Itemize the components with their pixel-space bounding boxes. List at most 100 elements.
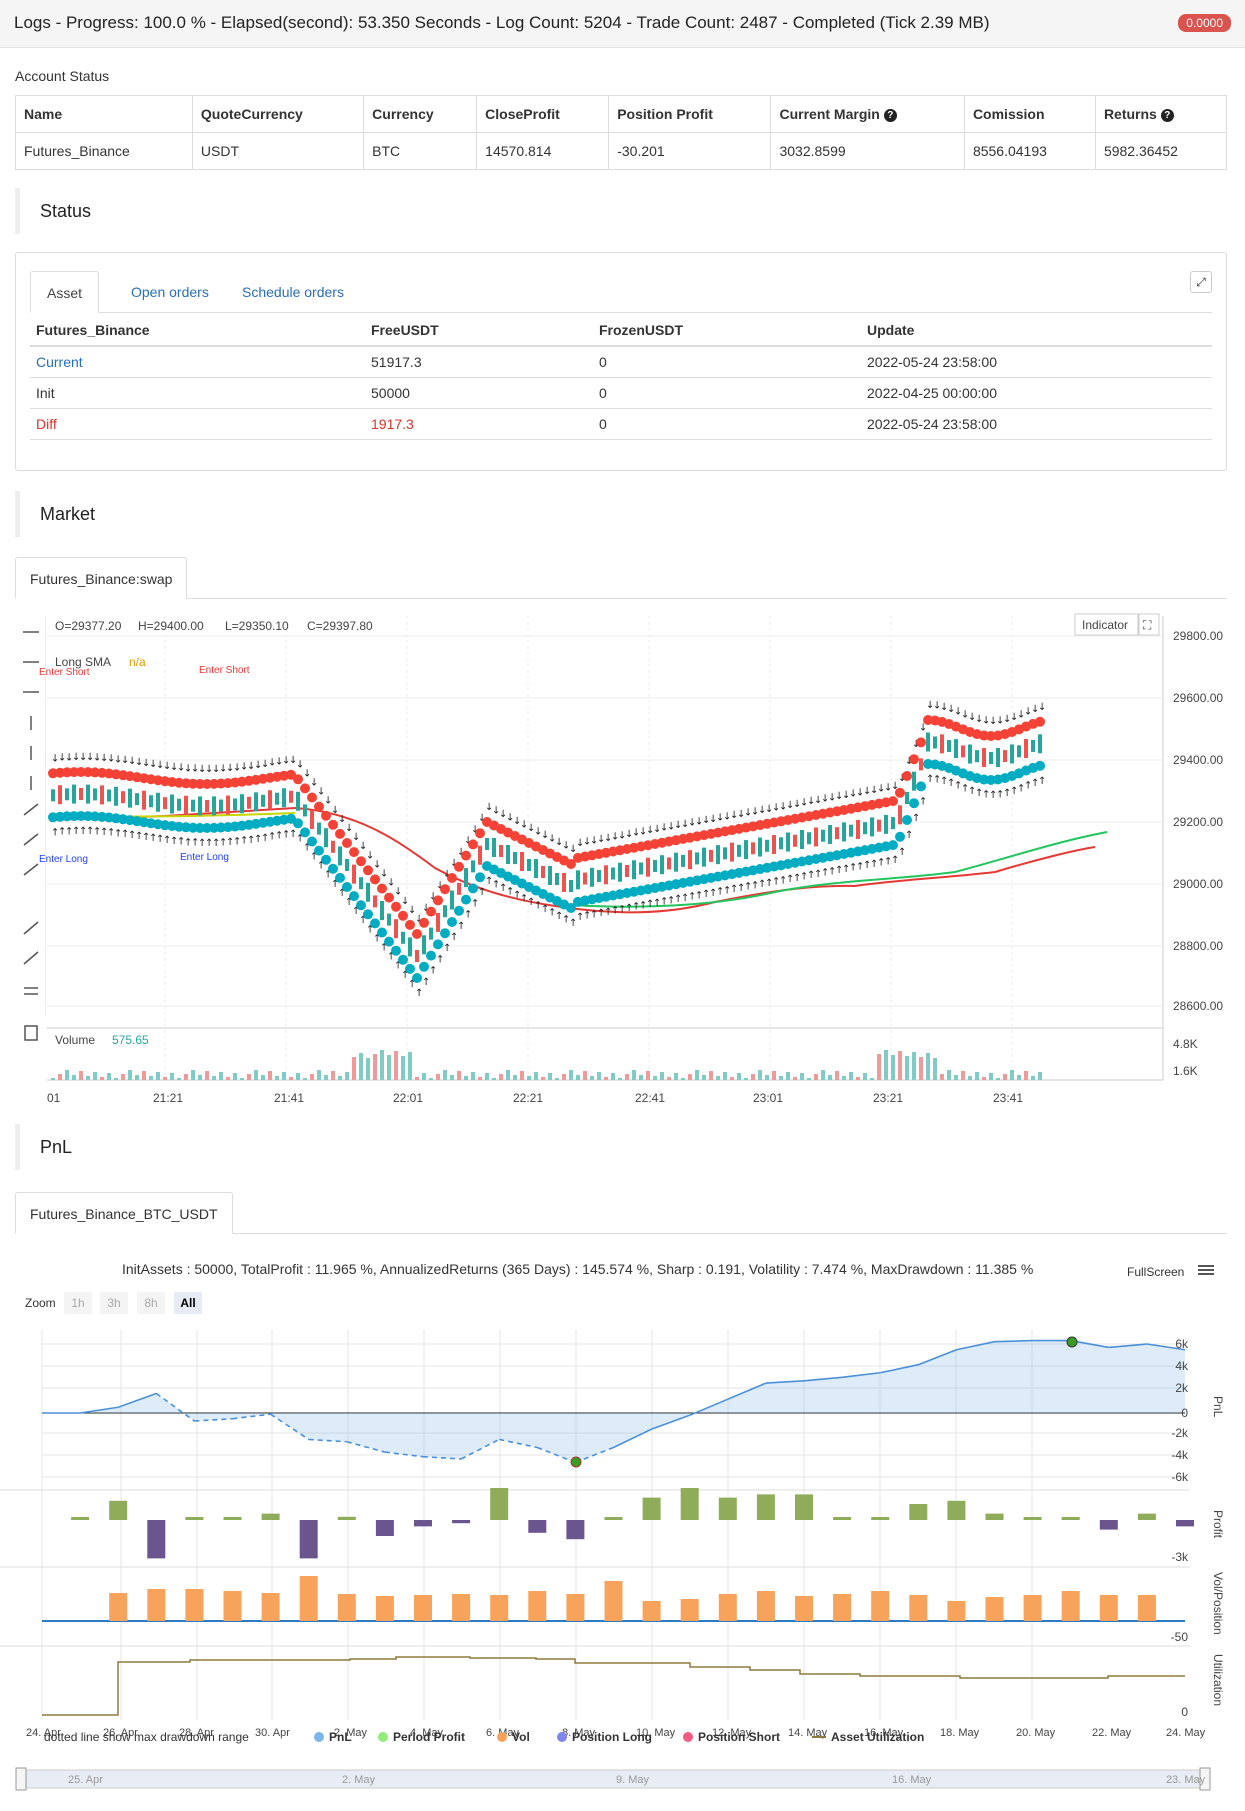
up-arrow-icon: ↑ bbox=[436, 954, 444, 965]
vol-bar bbox=[566, 1594, 585, 1621]
volume-bar bbox=[569, 1070, 573, 1080]
up-arrow-icon: ↑ bbox=[471, 898, 479, 909]
down-arrow-icon: ↓ bbox=[128, 756, 136, 767]
candle bbox=[86, 784, 90, 804]
svg-text:Utilization: Utilization bbox=[1211, 1654, 1225, 1706]
tab-asset[interactable]: Asset bbox=[30, 271, 100, 313]
candle bbox=[688, 850, 692, 870]
short-signal bbox=[356, 856, 366, 867]
up-arrow-icon: ↑ bbox=[275, 831, 283, 842]
legend-asset-utilization[interactable]: Asset Utilization bbox=[812, 1730, 924, 1744]
up-arrow-icon: ↑ bbox=[870, 859, 878, 870]
candle bbox=[513, 852, 517, 864]
help-icon[interactable]: ? bbox=[1160, 108, 1174, 122]
up-arrow-icon: ↑ bbox=[380, 943, 388, 954]
legend-pnl[interactable]: PnL bbox=[314, 1730, 352, 1744]
volume-bar bbox=[142, 1071, 146, 1080]
up-arrow-icon: ↑ bbox=[303, 842, 311, 853]
short-signal bbox=[202, 778, 212, 789]
volume-bar bbox=[849, 1072, 853, 1080]
long-signal bbox=[916, 781, 926, 792]
help-icon[interactable]: ? bbox=[883, 108, 897, 122]
volume-bar bbox=[436, 1074, 440, 1080]
fullscreen-icon[interactable] bbox=[1138, 613, 1160, 636]
short-signal bbox=[447, 873, 457, 883]
zoom-all-button[interactable]: All bbox=[174, 1292, 202, 1314]
long-signal bbox=[405, 963, 415, 974]
up-arrow-icon: ↑ bbox=[856, 861, 864, 872]
volume-bar bbox=[765, 1075, 769, 1080]
vol-bar bbox=[756, 1591, 775, 1621]
svg-text:Enter Short: Enter Short bbox=[39, 667, 90, 678]
long-signal bbox=[69, 811, 79, 822]
svg-text:4.8K: 4.8K bbox=[1173, 1037, 1198, 1051]
legend-vol[interactable]: Vol bbox=[497, 1730, 530, 1744]
legend-position-short[interactable]: Position Short bbox=[683, 1730, 780, 1744]
up-arrow-icon: ↑ bbox=[86, 826, 94, 837]
zoom-3h-button[interactable]: 3h bbox=[100, 1292, 128, 1314]
up-arrow-icon: ↑ bbox=[604, 907, 612, 918]
down-arrow-icon: ↓ bbox=[226, 763, 234, 774]
up-arrow-icon: ↑ bbox=[72, 826, 80, 837]
candle bbox=[429, 927, 433, 940]
pnl-line-segment bbox=[689, 1398, 729, 1417]
legend-position-long[interactable]: Position Long bbox=[557, 1730, 652, 1744]
tab-pnl-symbol[interactable]: Futures_Binance_BTC_USDT bbox=[15, 1192, 233, 1234]
menu-icon[interactable] bbox=[1198, 1263, 1214, 1277]
volume-bar bbox=[975, 1072, 979, 1080]
volume-bar bbox=[114, 1078, 118, 1080]
candle bbox=[177, 798, 181, 811]
long-signal bbox=[902, 815, 912, 825]
fullscreen-link[interactable]: FullScreen bbox=[1127, 1265, 1185, 1279]
volume-bar bbox=[184, 1074, 188, 1080]
current-link[interactable]: Current bbox=[30, 346, 365, 378]
volume-bar bbox=[191, 1070, 195, 1080]
navigator-right-handle[interactable] bbox=[1199, 1767, 1211, 1791]
profit-bar bbox=[566, 1520, 585, 1540]
candle bbox=[926, 732, 930, 752]
pnl-chart[interactable]: 6k 4k 2k 0 -2k -4k -6k -3k -50 0 PnL Pro… bbox=[0, 1320, 1245, 1811]
down-arrow-icon: ↓ bbox=[219, 764, 227, 775]
expand-icon[interactable]: ⤢ bbox=[1190, 271, 1212, 293]
long-signal bbox=[433, 939, 443, 950]
tab-open-orders[interactable]: Open orders bbox=[131, 284, 209, 300]
candle bbox=[254, 792, 258, 812]
down-arrow-icon: ↓ bbox=[912, 739, 920, 750]
legend-period-profit[interactable]: Period Profit bbox=[378, 1730, 465, 1744]
short-signal bbox=[909, 754, 919, 765]
candle bbox=[170, 794, 174, 814]
up-arrow-icon: ↑ bbox=[100, 827, 108, 838]
tab-market-symbol[interactable]: Futures_Binance:swap bbox=[15, 557, 188, 599]
volume-bar bbox=[583, 1071, 587, 1080]
navigator-bar[interactable] bbox=[19, 1769, 1211, 1789]
long-signal bbox=[377, 927, 387, 938]
market-chart[interactable]: O=29377.20 H=29400.00 L=29350.10 C=29397… bbox=[15, 610, 1227, 1110]
navigator-left-handle[interactable] bbox=[15, 1767, 27, 1791]
volume-bar bbox=[660, 1072, 664, 1080]
candle bbox=[506, 845, 510, 864]
up-arrow-icon: ↑ bbox=[107, 828, 115, 839]
col-position-profit: Position Profit bbox=[608, 95, 772, 133]
volume-bar bbox=[93, 1072, 97, 1080]
zoom-8h-button[interactable]: 8h bbox=[137, 1292, 165, 1314]
candle bbox=[912, 771, 916, 791]
pnl-line-segment bbox=[575, 1446, 614, 1464]
tab-schedule-orders[interactable]: Schedule orders bbox=[242, 284, 344, 300]
volume-bar bbox=[303, 1078, 307, 1080]
svg-text:01: 01 bbox=[47, 1091, 61, 1105]
volume-bar bbox=[478, 1077, 482, 1080]
profit-bar bbox=[1099, 1520, 1118, 1530]
candle bbox=[450, 890, 454, 910]
long-signal bbox=[909, 798, 919, 809]
pnl-line-segment bbox=[499, 1438, 538, 1449]
min-marker bbox=[570, 1456, 582, 1468]
short-signal bbox=[188, 778, 198, 789]
up-arrow-icon: ↑ bbox=[387, 952, 395, 963]
zoom-1h-button[interactable]: 1h bbox=[64, 1292, 92, 1314]
indicator-button[interactable] bbox=[1074, 613, 1139, 636]
down-arrow-icon: ↓ bbox=[534, 827, 542, 838]
short-signal bbox=[69, 767, 79, 778]
down-arrow-icon: ↓ bbox=[310, 778, 318, 789]
volume-bar bbox=[219, 1072, 223, 1080]
candle bbox=[877, 819, 881, 832]
